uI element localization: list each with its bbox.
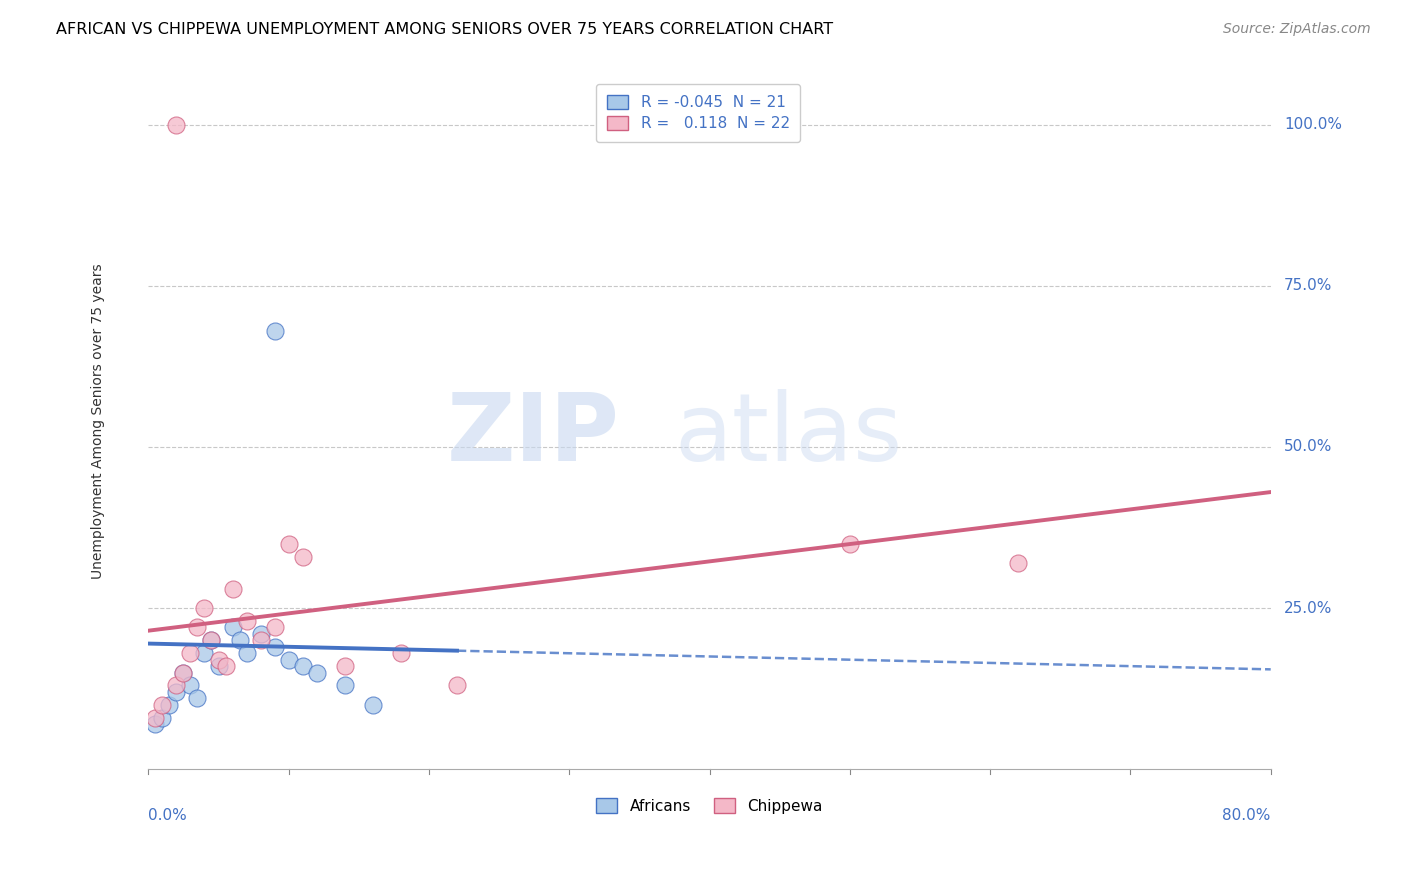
Point bbox=[193, 601, 215, 615]
Point bbox=[221, 620, 243, 634]
Point bbox=[838, 536, 860, 550]
Point bbox=[172, 665, 194, 680]
Point bbox=[263, 620, 285, 634]
Point bbox=[172, 665, 194, 680]
Point bbox=[207, 653, 229, 667]
Point bbox=[145, 717, 167, 731]
Point bbox=[152, 711, 174, 725]
Point bbox=[277, 536, 299, 550]
Text: 25.0%: 25.0% bbox=[1284, 600, 1333, 615]
Text: 50.0%: 50.0% bbox=[1284, 440, 1333, 454]
Point bbox=[1007, 556, 1029, 570]
Text: Source: ZipAtlas.com: Source: ZipAtlas.com bbox=[1223, 22, 1371, 37]
Point bbox=[277, 653, 299, 667]
Legend: Africans, Chippewa: Africans, Chippewa bbox=[585, 788, 834, 824]
Point bbox=[235, 646, 257, 660]
Point bbox=[249, 633, 271, 648]
Point bbox=[263, 324, 285, 338]
Point bbox=[333, 659, 356, 673]
Text: AFRICAN VS CHIPPEWA UNEMPLOYMENT AMONG SENIORS OVER 75 YEARS CORRELATION CHART: AFRICAN VS CHIPPEWA UNEMPLOYMENT AMONG S… bbox=[56, 22, 834, 37]
Point bbox=[214, 659, 236, 673]
Point bbox=[249, 627, 271, 641]
Point bbox=[193, 646, 215, 660]
Text: Unemployment Among Seniors over 75 years: Unemployment Among Seniors over 75 years bbox=[91, 263, 105, 579]
Point bbox=[263, 640, 285, 654]
Point bbox=[228, 633, 250, 648]
Point bbox=[179, 678, 201, 692]
Point bbox=[361, 698, 384, 712]
Point bbox=[179, 646, 201, 660]
Point bbox=[235, 614, 257, 628]
Point bbox=[446, 678, 468, 692]
Point bbox=[152, 698, 174, 712]
Point bbox=[207, 659, 229, 673]
Point bbox=[305, 665, 328, 680]
Point bbox=[157, 698, 180, 712]
Text: atlas: atlas bbox=[673, 389, 903, 481]
Point bbox=[145, 711, 167, 725]
Text: 80.0%: 80.0% bbox=[1222, 807, 1271, 822]
Text: 0.0%: 0.0% bbox=[149, 807, 187, 822]
Point bbox=[200, 633, 222, 648]
Point bbox=[333, 678, 356, 692]
Point bbox=[389, 646, 412, 660]
Point bbox=[186, 620, 208, 634]
Point bbox=[165, 678, 187, 692]
Text: ZIP: ZIP bbox=[447, 389, 620, 481]
Point bbox=[165, 685, 187, 699]
Text: 100.0%: 100.0% bbox=[1284, 117, 1343, 132]
Point bbox=[291, 659, 314, 673]
Point bbox=[221, 582, 243, 596]
Point bbox=[186, 691, 208, 706]
Point bbox=[200, 633, 222, 648]
Point bbox=[291, 549, 314, 564]
Text: 75.0%: 75.0% bbox=[1284, 278, 1333, 293]
Point bbox=[165, 118, 187, 132]
